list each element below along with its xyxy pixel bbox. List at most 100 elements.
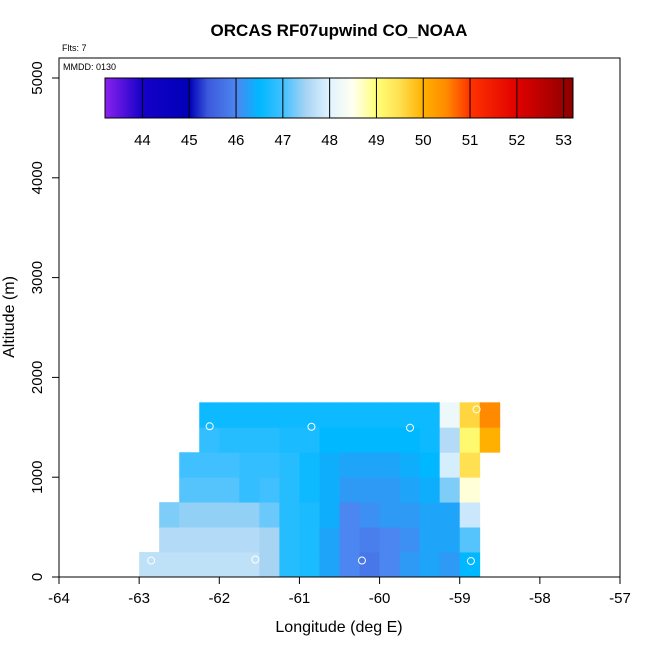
heatmap-cell: [199, 527, 220, 553]
heatmap-cell: [439, 527, 461, 553]
x-axis-label: Longitude (deg E): [275, 619, 402, 636]
heatmap-cell: [319, 502, 340, 528]
heatmap-cell: [359, 477, 380, 503]
heatmap-cell: [399, 452, 421, 478]
heatmap-cell: [419, 502, 441, 528]
heatmap-cell: [219, 527, 240, 553]
heatmap-cell: [179, 502, 200, 528]
heatmap-cell: [439, 502, 461, 528]
heatmap-cell: [479, 402, 501, 428]
heatmap-cell: [319, 477, 340, 503]
heatmap-cell: [339, 552, 360, 578]
heatmap-cell: [419, 527, 441, 553]
heatmap-cell: [379, 552, 401, 578]
heatmap-cell: [379, 527, 401, 553]
heatmap-cell: [179, 452, 200, 478]
heatmap-cell: [219, 402, 240, 428]
heatmap-cell: [459, 477, 481, 503]
heatmap-cell: [199, 402, 220, 428]
heatmap-cell: [239, 502, 260, 528]
heatmap-cell: [259, 552, 280, 578]
heatmap-cell: [239, 452, 260, 478]
heatmap-cell: [179, 527, 200, 553]
x-tick-label: -58: [529, 590, 551, 607]
heatmap-cell: [419, 477, 441, 503]
heatmap-cell: [439, 402, 461, 428]
heatmap-cell: [199, 427, 220, 453]
heatmap-cell: [339, 452, 360, 478]
heatmap-cell: [419, 427, 441, 453]
heatmap-cell: [379, 452, 401, 478]
heatmap-cell: [479, 427, 501, 453]
heatmap-cell: [299, 402, 320, 428]
heatmap-cell: [339, 477, 360, 503]
heatmap-cell: [239, 427, 260, 453]
sample-point: [406, 423, 415, 432]
heatmap-cell: [439, 427, 461, 453]
heatmap-cell: [279, 502, 300, 528]
heatmap-cell: [259, 527, 280, 553]
heatmap-cell: [419, 452, 441, 478]
heatmap-cell: [199, 477, 220, 503]
heatmap-cell: [439, 477, 461, 503]
x-tick-label: -57: [609, 590, 631, 607]
heatmap-cell: [459, 402, 481, 428]
heatmap-cell: [259, 402, 280, 428]
heatmap-cell: [399, 402, 421, 428]
heatmap-cell: [459, 452, 481, 478]
sample-point: [466, 557, 475, 566]
heatmap-cell: [299, 552, 320, 578]
heatmap-cell: [359, 527, 380, 553]
colorbar-tick-label: 48: [321, 132, 338, 149]
heatmap-cell: [299, 477, 320, 503]
heatmap-cell: [199, 452, 220, 478]
heatmap-cell: [399, 527, 421, 553]
heatmap-cell: [379, 477, 401, 503]
heatmap-cell: [279, 452, 300, 478]
y-axis: 0 1000 2000 3000 4000 5000: [29, 61, 59, 581]
heatmap-cell: [459, 427, 481, 453]
heatmap-cell: [299, 502, 320, 528]
sample-point: [472, 405, 481, 414]
heatmap-cell: [359, 402, 380, 428]
sample-point: [147, 556, 156, 565]
colorbar-gradient: [104, 77, 574, 119]
heatmap-cell: [279, 402, 300, 428]
heatmap-cell: [419, 402, 441, 428]
sample-point: [205, 422, 214, 431]
heatmap-cell: [139, 552, 160, 578]
y-tick-label: 5000: [29, 61, 46, 94]
heatmap-cell: [399, 552, 421, 578]
heatmap-cell: [159, 552, 180, 578]
sample-point: [357, 556, 366, 565]
heatmap-cell: [299, 527, 320, 553]
heatmap-cell: [439, 552, 461, 578]
heatmap-cell: [339, 527, 360, 553]
heatmap-cell: [279, 477, 300, 503]
colorbar-tick-label: 53: [555, 132, 572, 149]
heatmap-cell: [159, 502, 180, 528]
heatmap-cell: [219, 452, 240, 478]
x-tick-label: -59: [449, 590, 471, 607]
heatmap-cell: [359, 452, 380, 478]
plot-frame: [58, 57, 621, 578]
y-tick-label: 0: [29, 573, 46, 581]
colorbar-tick-label: 49: [368, 132, 385, 149]
y-tick-label: 1000: [29, 461, 46, 494]
heatmap-cell: [199, 552, 220, 578]
heatmap-cell: [379, 402, 401, 428]
colorbar-tick-label: 47: [274, 132, 291, 149]
heatmap-cell: [459, 502, 481, 528]
x-tick-label: -64: [48, 590, 70, 607]
heatmap-cell: [399, 477, 421, 503]
heatmap-cell: [339, 402, 360, 428]
colorbar-tick-label: 50: [415, 132, 432, 149]
heatmap-cell: [379, 502, 401, 528]
heatmap-cell: [239, 552, 260, 578]
heatmap-cell: [239, 477, 260, 503]
heatmap-cell: [259, 427, 280, 453]
heatmap-cell: [319, 427, 340, 453]
heatmap-cell: [219, 552, 240, 578]
colorbar-tick-label: 44: [134, 132, 151, 149]
